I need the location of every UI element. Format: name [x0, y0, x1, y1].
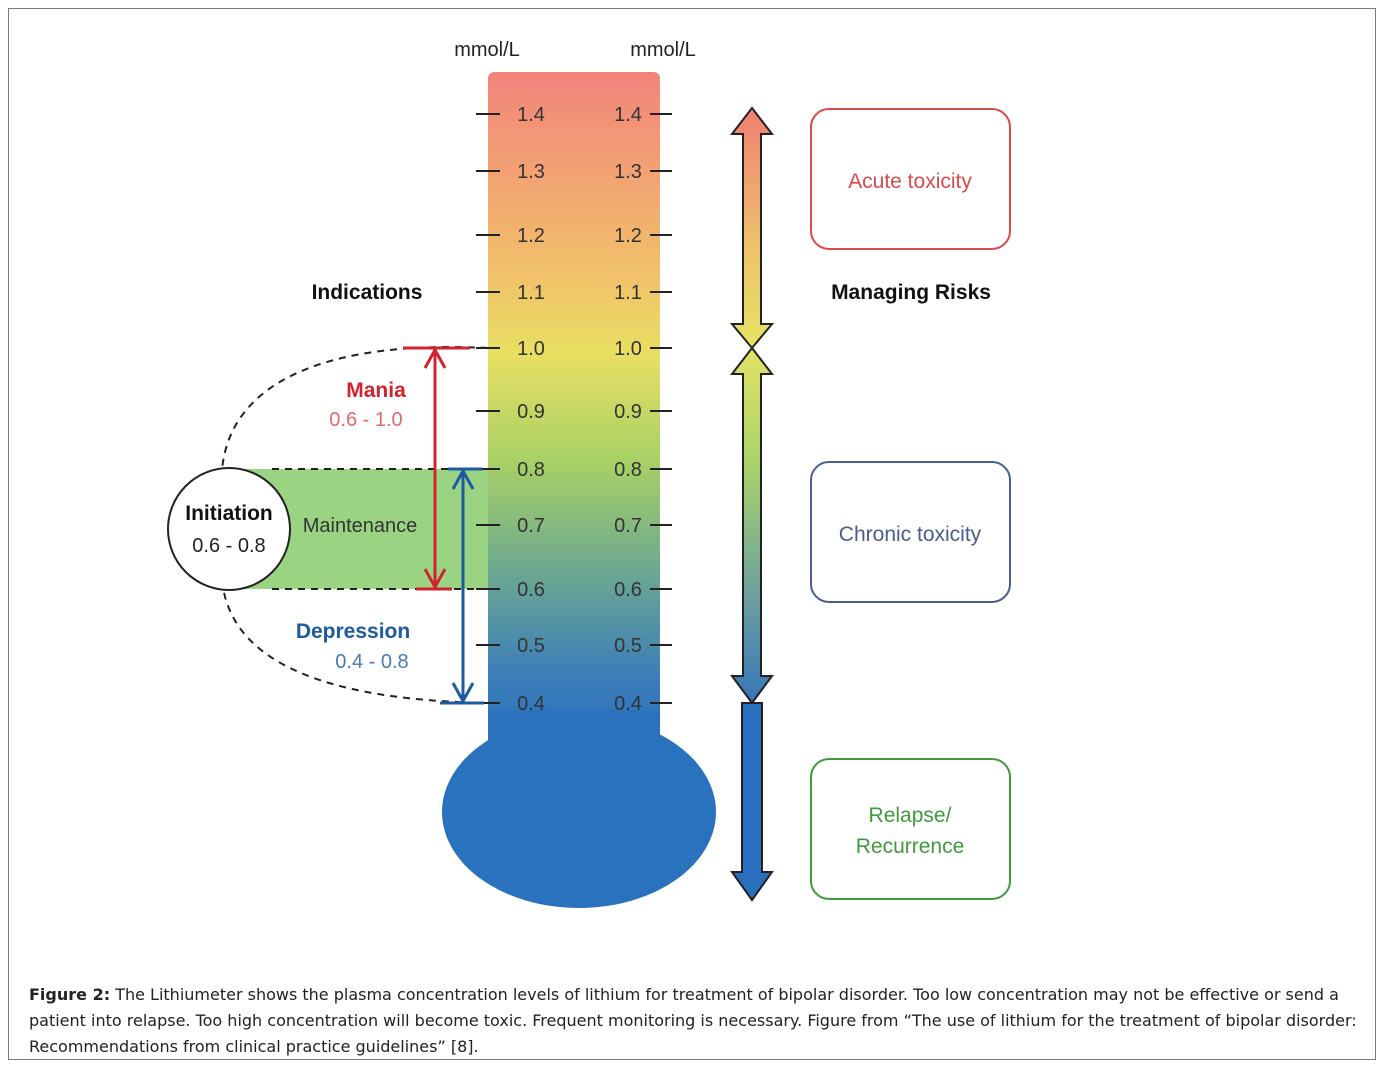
tick-label-right: 0.6	[614, 579, 642, 601]
tick-label-left: 1.2	[517, 225, 545, 247]
tick-label-left: 1.3	[517, 161, 545, 183]
tick-label-right: 1.4	[614, 104, 642, 126]
tick-label-left: 0.7	[517, 515, 545, 537]
indications-heading: Indications	[312, 281, 423, 304]
lithiumeter-diagram: 1.4 1.4 1.3 1.3 1.2 1.2 1.1 1.1 1.0 1.0 0.9 0.9 0.8 0…	[167, 39, 1011, 908]
tick-label-left: 0.6	[517, 579, 545, 601]
tick-label-right: 0.7	[614, 515, 642, 537]
mania-label: Mania	[346, 379, 406, 402]
unit-label-left: mmol/L	[454, 39, 520, 61]
relapse-label-line1: Relapse/	[869, 804, 952, 827]
relapse-box	[810, 758, 1011, 900]
tick-label-right: 0.5	[614, 635, 642, 657]
tick-label-left: 1.0	[517, 338, 545, 360]
tick-label-right: 0.9	[614, 401, 642, 423]
figure-frame	[8, 8, 1376, 1060]
relapse-arrow	[730, 702, 774, 902]
chronic-toxicity-box	[810, 461, 1011, 603]
risk-arrows	[729, 106, 775, 902]
initiation-label: Initiation	[185, 502, 273, 525]
tick-label-right: 1.0	[614, 338, 642, 360]
acute-toxicity-label: Acute toxicity	[848, 170, 972, 193]
tick-label-left: 0.8	[517, 459, 545, 481]
figure-caption: Figure 2: The Lithiumeter shows the plas…	[29, 982, 1364, 1060]
acute-toxicity-arrow	[729, 106, 775, 350]
acute-toxicity-box	[810, 108, 1011, 250]
caption-text: The Lithiumeter shows the plasma concent…	[29, 985, 1357, 1056]
mania-range-arrow	[403, 346, 470, 591]
maintenance-label: Maintenance	[303, 515, 418, 537]
chronic-toxicity-label: Chronic toxicity	[839, 523, 982, 546]
initiation-range: 0.6 - 0.8	[192, 535, 265, 557]
tick-label-right: 1.1	[614, 282, 642, 304]
mania-range: 0.6 - 1.0	[329, 409, 402, 431]
tick-label-right: 0.4	[614, 693, 642, 715]
thermometer	[442, 72, 716, 908]
relapse-label-line2: Recurrence	[856, 835, 965, 858]
depression-range-arrow	[440, 467, 484, 705]
caption-label: Figure 2:	[29, 985, 111, 1004]
scale-ticks: 1.4 1.4 1.3 1.3 1.2 1.2 1.1 1.1 1.0 1.0 0.9 0.9 0.8 0…	[476, 104, 672, 715]
tick-label-right: 0.8	[614, 459, 642, 481]
dashed-connectors	[221, 346, 489, 704]
tick-label-left: 0.9	[517, 401, 545, 423]
tick-label-right: 1.2	[614, 225, 642, 247]
depression-label: Depression	[296, 620, 410, 643]
tick-label-left: 1.1	[517, 282, 545, 304]
unit-label-right: mmol/L	[630, 39, 696, 61]
tick-label-right: 1.3	[614, 161, 642, 183]
tick-label-left: 0.5	[517, 635, 545, 657]
managing-risks-heading: Managing Risks	[831, 281, 991, 304]
tick-label-left: 1.4	[517, 104, 545, 126]
thermometer-tube	[488, 72, 660, 760]
initiation-circle	[167, 467, 291, 591]
chronic-toxicity-arrow	[729, 346, 775, 705]
tick-label-left: 0.4	[517, 693, 545, 715]
depression-range: 0.4 - 0.8	[335, 651, 408, 673]
